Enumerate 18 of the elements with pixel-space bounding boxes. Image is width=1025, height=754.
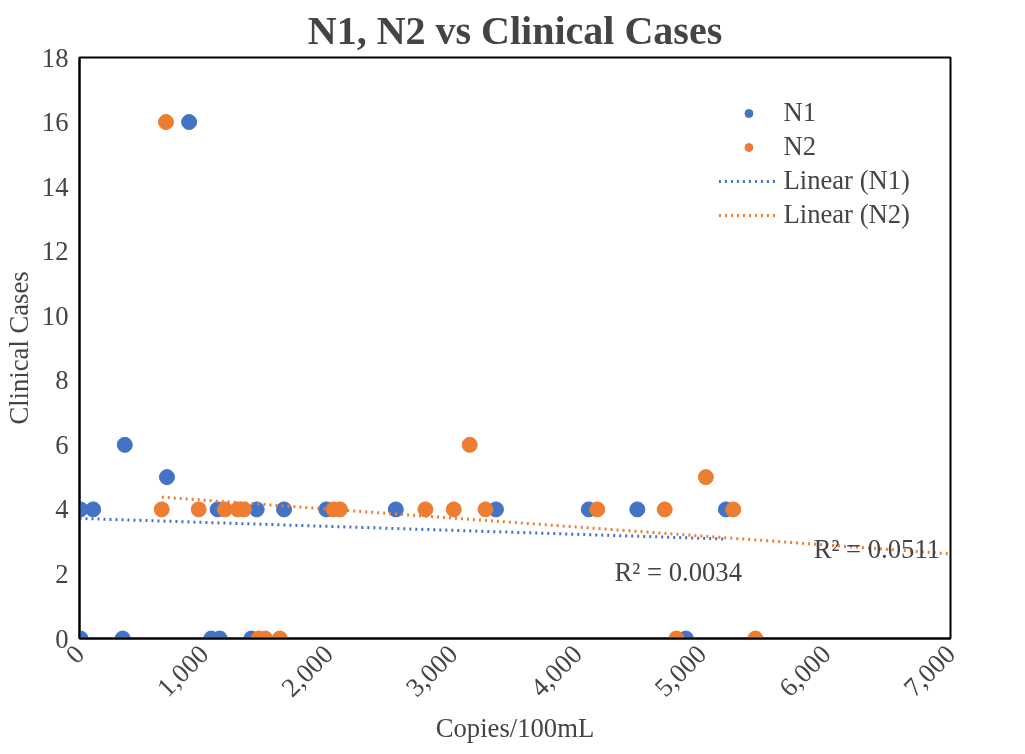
y-tick-label: 12 [41,236,69,267]
annotation: R² = 0.0511 [813,534,941,565]
y-tick-label: 8 [55,365,69,396]
annotation: R² = 0.0034 [614,556,742,587]
legend-label: N1 [783,97,817,128]
legend-label: Linear (N2) [783,199,910,230]
y-tick-label: 2 [55,558,69,589]
y-axis-title: Clinical Cases [3,271,34,425]
legend-label: N2 [783,131,817,162]
legend-label: Linear (N1) [783,165,910,196]
y-tick-label: 4 [55,494,69,525]
y-tick-label: 14 [41,171,69,202]
y-tick-label: 16 [41,107,69,138]
chart-title: N1, N2 vs Clinical Cases [307,7,723,53]
y-tick-label: 6 [55,429,69,460]
y-tick-label: 10 [41,300,69,331]
y-tick-label: 18 [41,42,69,73]
x-axis-title: Copies/100mL [435,712,595,743]
